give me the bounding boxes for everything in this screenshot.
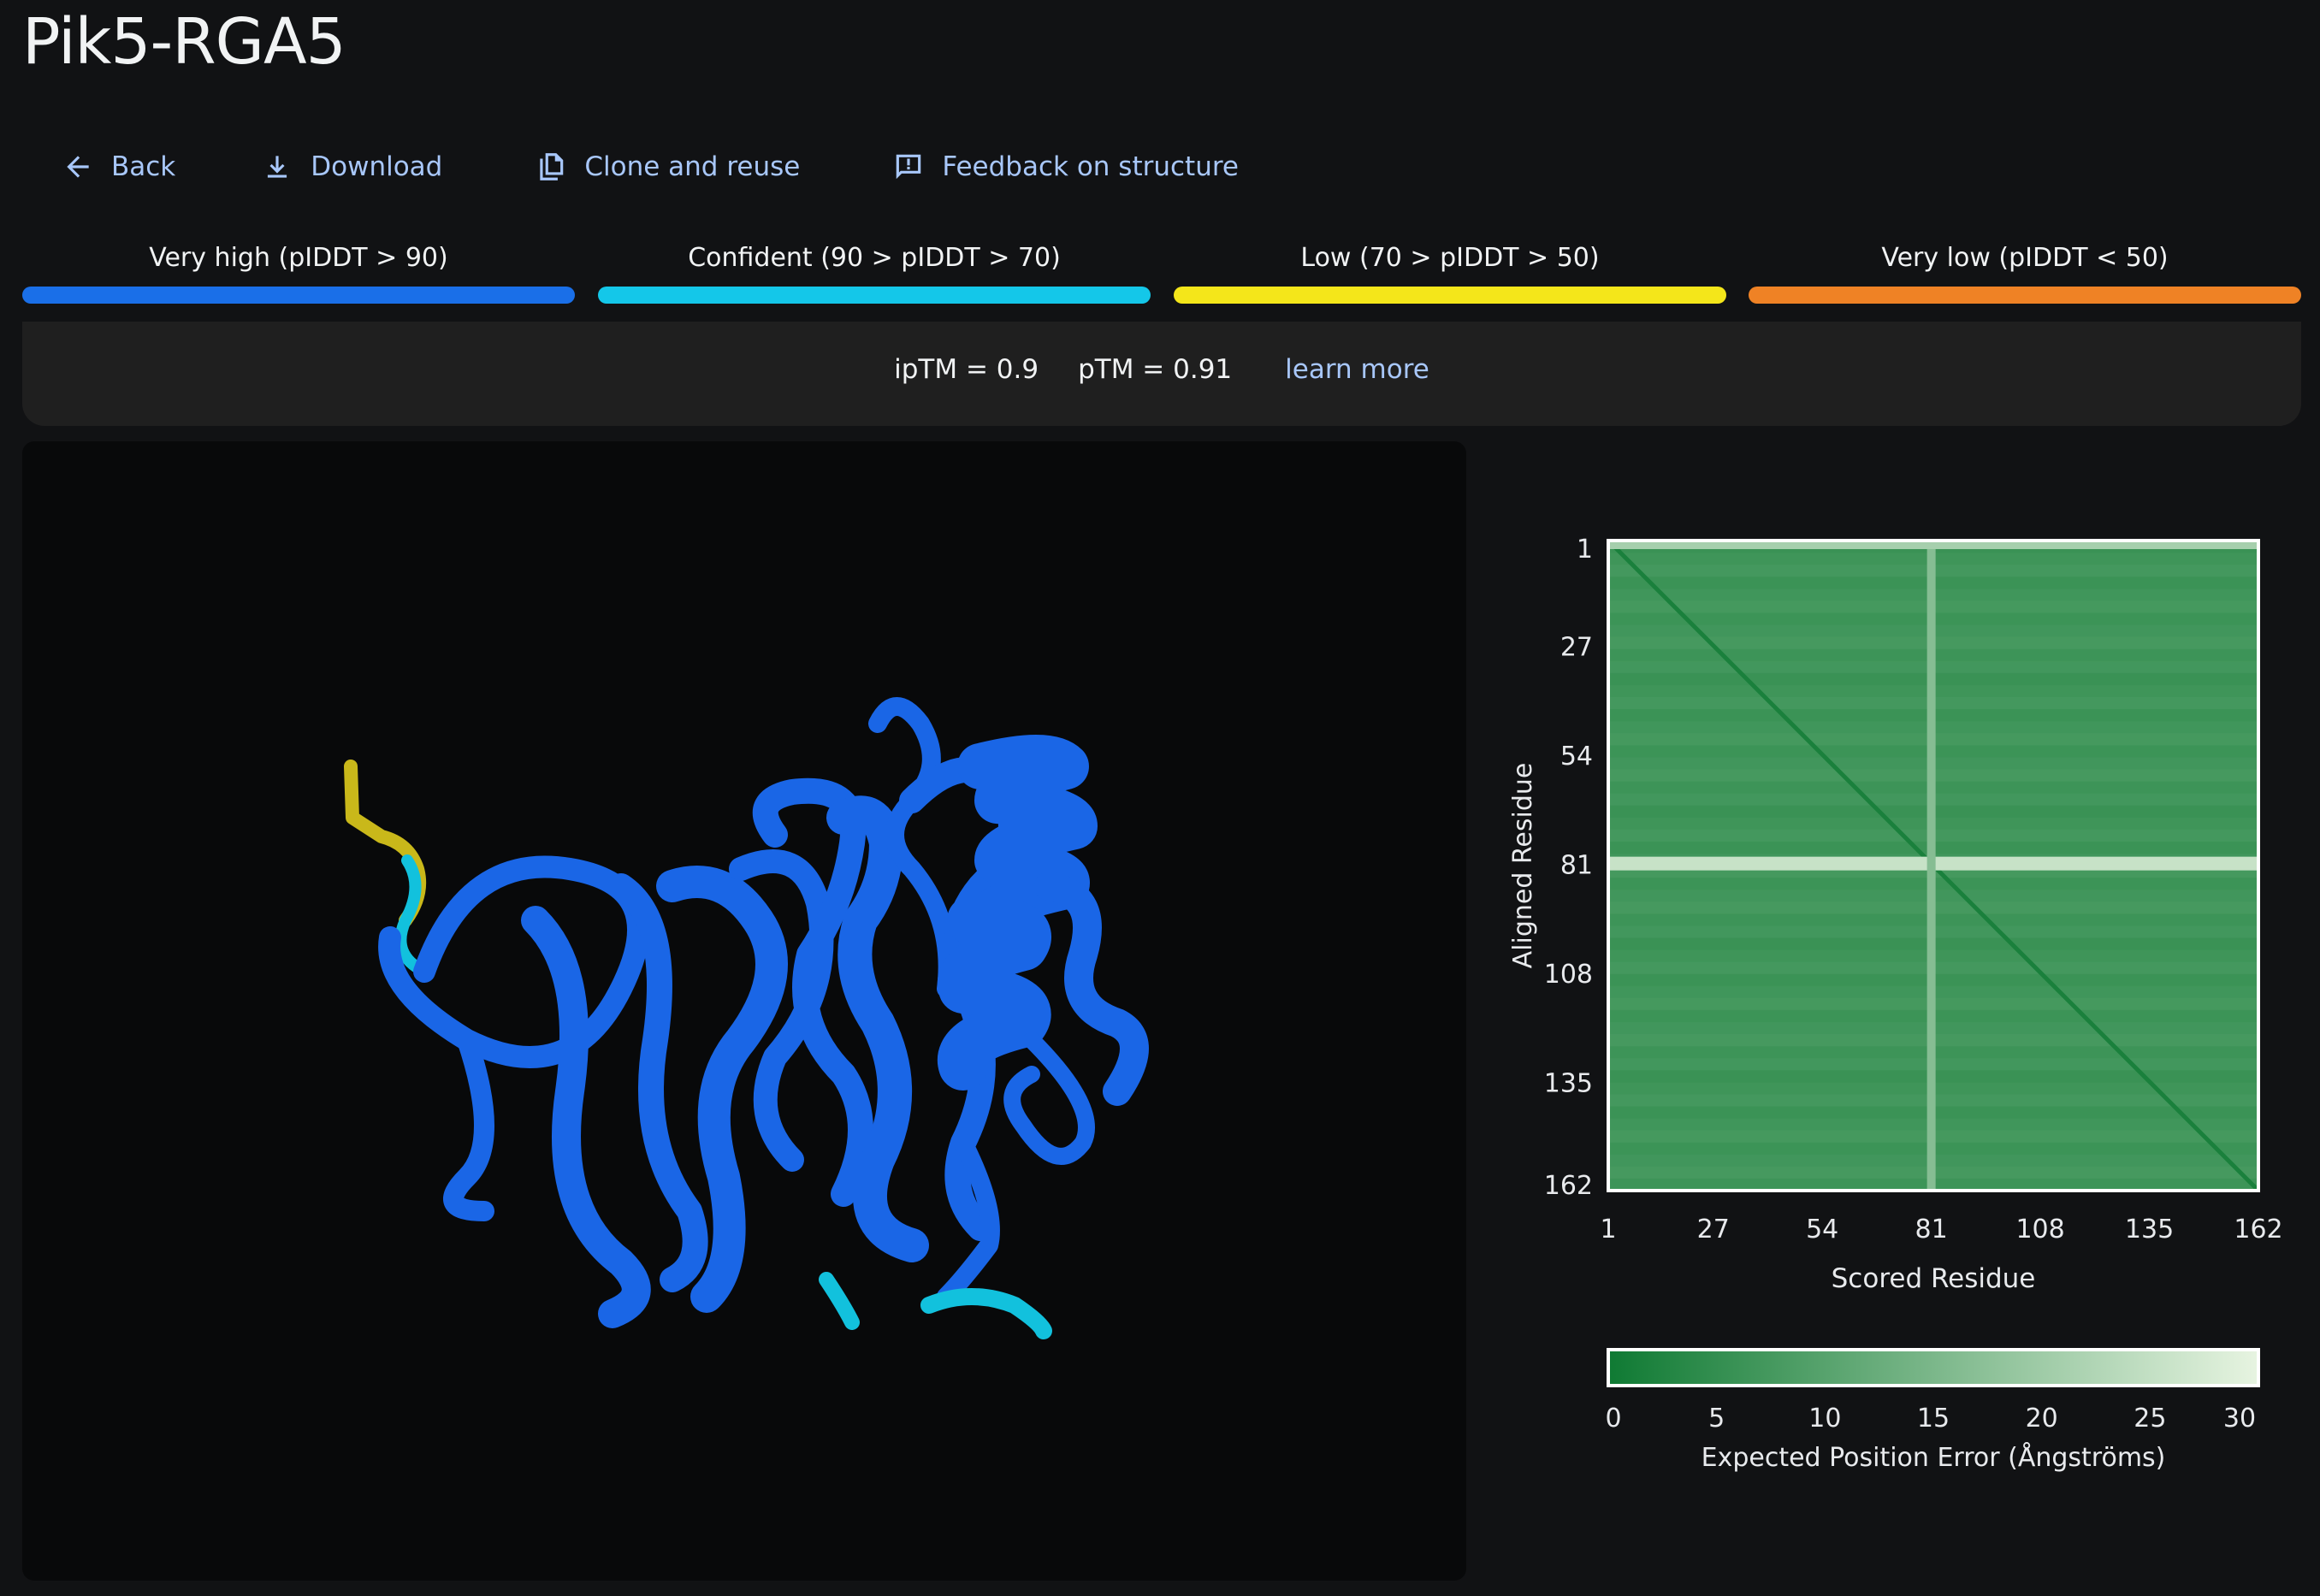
x-tick-label: 54 — [1806, 1215, 1838, 1244]
colorbar-tick-label: 10 — [1808, 1404, 1841, 1433]
clone-button[interactable]: Clone and reuse — [535, 151, 800, 183]
y-tick-label: 135 — [1544, 1069, 1593, 1099]
legend-label: Low (70 > pIDDT > 50) — [1300, 243, 1600, 273]
x-tick-label: 1 — [1600, 1215, 1616, 1244]
colorbar-tick-label: 25 — [2134, 1404, 2166, 1433]
confident-tail-segment — [920, 1288, 1052, 1339]
structure-ribbon — [378, 855, 649, 1068]
colorbar-tick-label: 30 — [2223, 1404, 2256, 1433]
structure-viewer[interactable] — [22, 441, 1466, 1581]
colorbar-tick-label: 20 — [2026, 1404, 2058, 1433]
plddt-legend: Very high (pIDDT > 90) Confident (90 > p… — [22, 236, 2301, 304]
legend-label: Very low (pIDDT < 50) — [1881, 243, 2169, 273]
heatmap-frame — [1607, 539, 2260, 1192]
pae-chart-svg: 1 27 54 81 108 135 162 1 27 54 81 108 135 162 Aligne… — [1508, 535, 2283, 1473]
pae-plot: 1 27 54 81 108 135 162 1 27 54 81 108 135 162 Aligne… — [1471, 441, 2320, 1596]
alpha-helix — [1034, 872, 1149, 1106]
legend-label: Confident (90 > pIDDT > 70) — [688, 243, 1061, 273]
copy-icon — [540, 153, 564, 180]
structure-ribbon — [443, 1030, 494, 1221]
y-tick-label: 162 — [1544, 1171, 1593, 1201]
alpha-helix — [938, 896, 1051, 1091]
x-tick-label: 135 — [2125, 1215, 2174, 1244]
y-tick-label: 81 — [1560, 851, 1593, 881]
arrow-left-icon — [67, 156, 89, 178]
x-tick-label: 162 — [2234, 1215, 2282, 1244]
y-tick-label: 27 — [1560, 633, 1593, 663]
clone-label: Clone and reuse — [584, 151, 801, 182]
confident-tail-segment — [394, 854, 430, 978]
y-tick-label: 1 — [1577, 535, 1593, 565]
structure-ribbon — [521, 906, 651, 1328]
feedback-label: Feedback on structure — [942, 151, 1239, 182]
download-icon — [268, 156, 287, 178]
heatmap-edge-row — [1608, 541, 2258, 549]
learn-more-link[interactable]: learn more — [1285, 354, 1429, 385]
download-button[interactable]: Download — [261, 151, 442, 183]
download-label: Download — [311, 151, 443, 182]
back-label: Back — [111, 151, 176, 182]
legend-bar — [598, 287, 1151, 304]
colorbar-tick-label: 5 — [1708, 1404, 1725, 1433]
legend-bar — [1749, 287, 2301, 304]
page-title: Pik5-RGA5 — [22, 5, 346, 79]
feedback-icon — [897, 154, 921, 180]
protein-structure-render — [344, 697, 1149, 1339]
colorbar-tick-label: 0 — [1605, 1404, 1621, 1433]
confident-tail-segment — [819, 1272, 860, 1330]
y-tick-label: 108 — [1544, 960, 1593, 990]
legend-low: Low (70 > pIDDT > 50) — [1174, 236, 1726, 304]
structure-ribbon — [868, 697, 957, 998]
high-error-column — [1926, 541, 1936, 1191]
structure-ribbon — [752, 777, 873, 1207]
back-button[interactable]: Back — [62, 151, 175, 183]
legend-very-high: Very high (pIDDT > 90) — [22, 236, 575, 304]
x-axis-label: Scored Residue — [1832, 1263, 2036, 1294]
legend-very-low: Very low (pIDDT < 50) — [1749, 236, 2301, 304]
colorbar — [1607, 1348, 2260, 1387]
x-tick-label: 108 — [2015, 1215, 2064, 1244]
colorbar-label: Expected Position Error (Ångströms) — [1702, 1442, 2166, 1473]
confidence-scores-panel: ipTM = 0.9 pTM = 0.91 learn more — [22, 322, 2301, 426]
colorbar-tick-label: 15 — [1917, 1404, 1950, 1433]
structure-ribbon — [608, 873, 708, 1292]
y-tick-label: 54 — [1560, 742, 1593, 771]
structure-ribbon — [1003, 1031, 1095, 1165]
legend-label: Very high (pIDDT > 90) — [149, 243, 448, 273]
legend-confident: Confident (90 > pIDDT > 70) — [598, 236, 1151, 304]
structure-ribbon — [937, 1133, 1000, 1306]
y-axis-label: Aligned Residue — [1508, 763, 1538, 969]
ptm-score: pTM = 0.91 — [1078, 354, 1233, 385]
x-tick-label: 81 — [1915, 1215, 1948, 1244]
structure-ribbon — [656, 866, 788, 1313]
toolbar: Back Download Clone and reuse Feedback o… — [62, 141, 1331, 192]
legend-bar — [1174, 287, 1726, 304]
feedback-button[interactable]: Feedback on structure — [892, 151, 1239, 183]
legend-bar — [22, 287, 575, 304]
iptm-score: ipTM = 0.9 — [894, 354, 1039, 385]
x-tick-label: 27 — [1697, 1215, 1730, 1244]
